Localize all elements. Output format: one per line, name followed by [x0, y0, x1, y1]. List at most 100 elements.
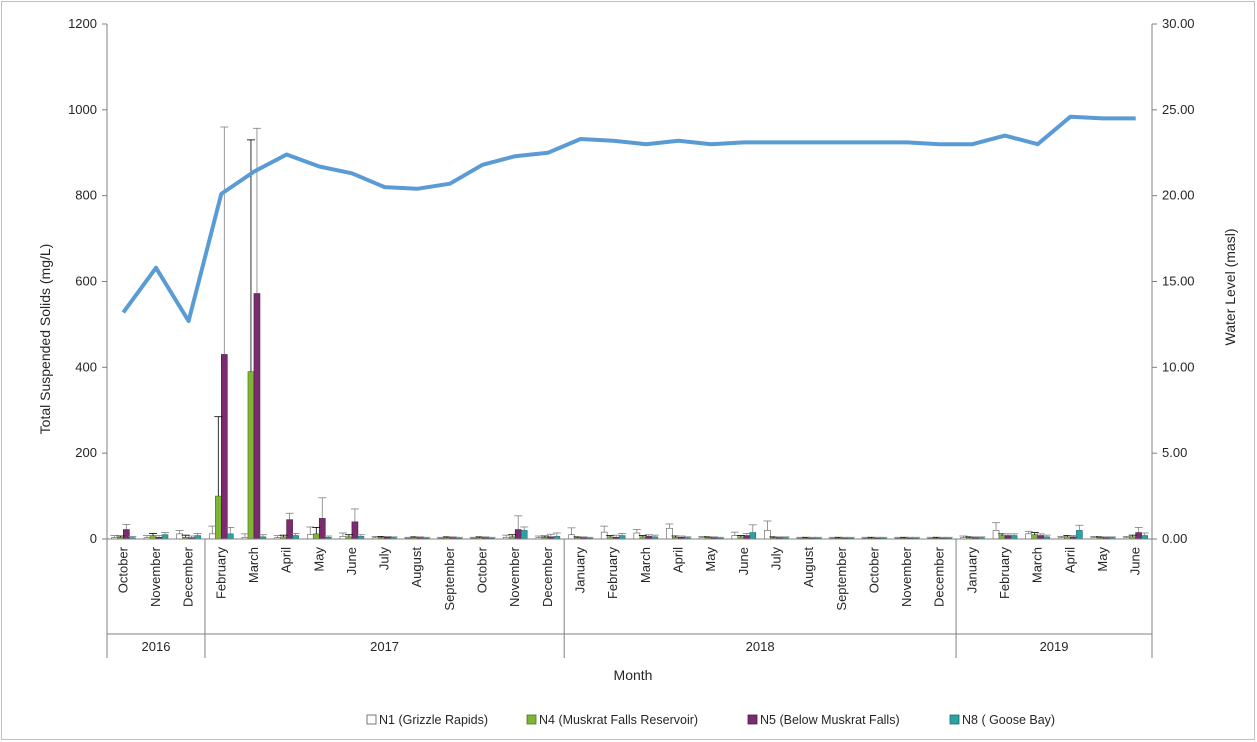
x-tick-label: September — [442, 546, 457, 610]
bar — [1141, 535, 1148, 540]
x-tick-label: January — [964, 547, 979, 594]
axes — [106, 24, 1153, 658]
x-tick-label: May — [311, 547, 326, 572]
bar — [312, 533, 320, 540]
y-tick-label: 600 — [75, 274, 97, 289]
bar — [306, 534, 314, 540]
x-axis-title: Month — [614, 667, 653, 683]
year-label: 2017 — [370, 639, 399, 654]
error-bars — [110, 126, 1149, 539]
x-tick-label: March — [1030, 547, 1045, 583]
x-tick-label: November — [507, 546, 522, 607]
y2-axis-ticks: 0.00 5.00 10.00 15.00 20.00 25.00 30.00 — [1152, 16, 1195, 546]
bar — [208, 533, 216, 540]
x-tick-label: July — [768, 547, 783, 571]
water-level-line — [121, 114, 1136, 323]
y-tick-label: 1000 — [68, 102, 97, 117]
x-tick-label: November — [899, 546, 914, 607]
x-tick-label: November — [148, 546, 163, 607]
y-axis-ticks: 0 200 400 600 800 1000 1200 — [68, 16, 107, 546]
y2-axis-title: Water Level (masl) — [1222, 229, 1238, 346]
bar — [1076, 530, 1083, 540]
legend-label: N8 ( Goose Bay) — [962, 713, 1055, 727]
bar — [1010, 535, 1018, 540]
y-tick-label: 200 — [75, 445, 97, 460]
bar — [351, 521, 359, 540]
x-tick-label: February — [213, 547, 228, 600]
x-tick-label: June — [736, 547, 751, 575]
bar — [1135, 532, 1142, 540]
legend-swatch — [526, 714, 537, 725]
legend-label: N5 (Below Muskrat Falls) — [760, 713, 900, 727]
y-tick-label: 0 — [90, 531, 97, 546]
bar — [1031, 534, 1039, 540]
bar — [520, 530, 528, 540]
y-tick-label: 400 — [75, 359, 97, 374]
bar — [226, 533, 234, 540]
y2-tick-label: 15.00 — [1162, 274, 1195, 289]
y2-tick-label: 5.00 — [1162, 445, 1187, 460]
legend-swatch — [949, 714, 960, 725]
x-tick-label: December — [540, 546, 555, 607]
bar — [286, 519, 293, 540]
x-tick-label: March — [638, 547, 653, 583]
x-tick-label: December — [181, 546, 196, 607]
y-axis-title: Total Suspended Solids (mg/L) — [37, 244, 53, 435]
bar — [220, 354, 228, 540]
bar — [1037, 535, 1045, 540]
bar — [1004, 535, 1012, 540]
bar — [618, 535, 626, 540]
bar — [247, 371, 255, 540]
bar — [514, 529, 522, 540]
bar-series — [111, 293, 1148, 540]
bar — [743, 535, 751, 540]
x-tick-label: March — [246, 547, 261, 583]
y-tick-label: 800 — [75, 188, 97, 203]
bar — [731, 535, 739, 540]
bar — [633, 532, 641, 540]
x-tick-label: May — [1095, 547, 1110, 572]
x-axis-year-labels: 2016 2017 2018 2019 — [107, 539, 1152, 658]
bar — [666, 527, 673, 540]
x-tick-label: April — [670, 547, 685, 573]
x-tick-label: May — [703, 547, 718, 572]
bar — [992, 530, 1000, 540]
x-tick-label: August — [801, 547, 816, 588]
y2-tick-label: 25.00 — [1162, 102, 1195, 117]
legend-label: N4 (Muskrat Falls Reservoir) — [539, 713, 698, 727]
x-tick-label: June — [1128, 547, 1143, 575]
x-tick-label: October — [475, 546, 490, 593]
bar — [253, 293, 261, 540]
bar — [149, 535, 157, 540]
bar — [176, 533, 183, 540]
legend-swatch — [366, 714, 377, 725]
bar — [123, 529, 130, 540]
legend-swatch — [747, 714, 758, 725]
x-tick-label: April — [1062, 547, 1077, 573]
x-tick-label: January — [573, 547, 588, 594]
y2-tick-label: 0.00 — [1162, 531, 1187, 546]
year-label: 2016 — [142, 639, 171, 654]
x-tick-label: August — [409, 547, 424, 588]
year-label: 2019 — [1040, 639, 1069, 654]
y2-tick-label: 20.00 — [1162, 188, 1195, 203]
bar — [998, 535, 1006, 540]
bar — [1025, 533, 1033, 540]
x-axis-month-labels: October November December February March Apri… — [115, 546, 1142, 610]
x-tick-label: February — [997, 547, 1012, 600]
x-tick-label: December — [932, 546, 947, 607]
y-tick-label: 1200 — [68, 16, 97, 31]
x-tick-label: April — [279, 547, 294, 573]
legend-label: N1 (Grizzle Rapids) — [379, 713, 488, 727]
x-tick-label: June — [344, 547, 359, 575]
bar — [292, 535, 299, 540]
x-tick-label: July — [377, 547, 392, 571]
legend: N1 (Grizzle Rapids) N4 (Muskrat Falls Res… — [366, 713, 1055, 727]
x-tick-label: October — [115, 546, 130, 593]
y2-tick-label: 30.00 — [1162, 16, 1195, 31]
y2-tick-label: 10.00 — [1162, 359, 1195, 374]
x-tick-label: October — [866, 546, 881, 593]
x-tick-label: February — [605, 547, 620, 600]
